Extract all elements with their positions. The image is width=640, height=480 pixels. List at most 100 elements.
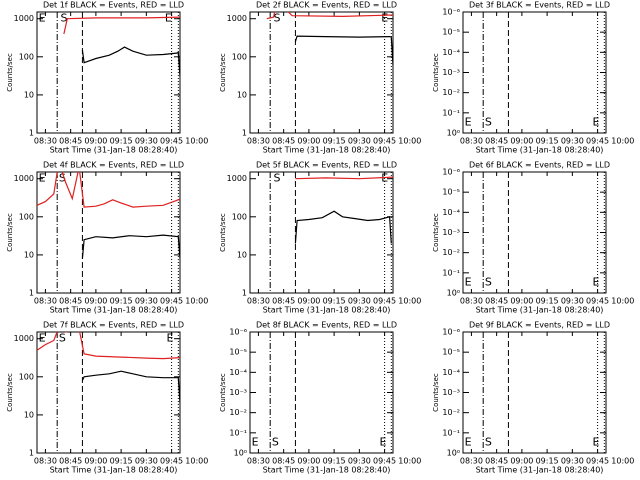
x-axis-label: Start Time (31-Jan-18 08:28:40): [476, 466, 604, 475]
y-tick-label: 10: [24, 410, 34, 419]
y-tick-label: 10⁰: [447, 289, 460, 298]
event-label: E: [39, 12, 46, 25]
y-axis-label: Counts/sec: [219, 373, 227, 412]
x-tick-label: 08:30: [460, 297, 483, 306]
y-tick-label: 10⁻³: [442, 388, 460, 397]
panel-title: Det 2f BLACK = Events, RED = LLD: [256, 1, 397, 10]
y-tick-label: 1000: [227, 14, 247, 23]
event-label: S: [485, 115, 492, 128]
series-line: [294, 35, 393, 66]
y-tick-label: 10⁻²: [442, 408, 460, 417]
x-tick-label: 08:45: [59, 457, 82, 466]
plot-frame: [36, 11, 181, 134]
x-tick-label: 09:45: [160, 457, 183, 466]
y-tick-label: 1000: [14, 174, 34, 183]
y-tick-label: 10: [237, 250, 247, 259]
series-line: [63, 16, 180, 35]
x-axis-label: Start Time (31-Jan-18 08:28:40): [263, 466, 391, 475]
y-tick-label: 10⁻²: [229, 408, 247, 417]
x-axis-label: Start Time (31-Jan-18 08:28:40): [263, 146, 391, 155]
y-tick-label: 10⁻³: [442, 68, 460, 77]
event-label: E: [593, 275, 600, 288]
x-tick-label: 09:30: [561, 137, 584, 146]
plot-frame: [249, 171, 394, 294]
plot-area: [37, 172, 180, 259]
event-label: S: [272, 435, 279, 448]
y-tick-label: 10⁻²: [442, 88, 460, 97]
event-label: E: [593, 435, 600, 448]
x-tick-label: 09:00: [297, 137, 320, 146]
x-tick-label: 08:30: [247, 457, 270, 466]
x-tick-label: 09:30: [135, 137, 158, 146]
x-tick-label: 09:15: [536, 297, 559, 306]
y-tick-label: 10⁻⁵: [442, 28, 460, 37]
y-tick-label: 10⁻¹: [442, 268, 460, 277]
y-tick-label: 1: [29, 129, 34, 138]
x-tick-label: 09:00: [510, 457, 533, 466]
y-tick-label: 10⁻⁶: [442, 328, 460, 337]
event-label: S: [485, 275, 492, 288]
x-tick-label: 10:00: [398, 137, 421, 146]
y-tick-label: 1: [29, 289, 34, 298]
y-tick-label: 10⁻⁶: [229, 328, 247, 337]
x-tick-label: 08:45: [485, 457, 508, 466]
y-tick-label: 10⁻¹: [442, 108, 460, 117]
x-axis-label: Start Time (31-Jan-18 08:28:40): [476, 306, 604, 315]
series-line: [81, 370, 180, 404]
y-tick-label: 100: [19, 372, 34, 381]
x-tick-label: 10:00: [611, 457, 634, 466]
plot-area: [266, 12, 393, 66]
plot-frame: [249, 11, 394, 134]
y-tick-label: 10⁻²: [442, 248, 460, 257]
y-tick-label: 10⁻⁵: [229, 348, 247, 357]
x-tick-label: 09:15: [536, 457, 559, 466]
y-tick-label: 10⁰: [447, 449, 460, 458]
x-tick-label: 09:45: [586, 137, 609, 146]
x-tick-label: 08:45: [272, 457, 295, 466]
x-tick-label: 09:45: [586, 457, 609, 466]
y-tick-label: 1000: [227, 174, 247, 183]
x-tick-label: 08:30: [460, 457, 483, 466]
series-line: [37, 172, 180, 208]
x-tick-label: 08:45: [272, 297, 295, 306]
x-tick-label: 09:45: [586, 297, 609, 306]
y-tick-label: 10⁻⁴: [442, 48, 460, 57]
x-tick-label: 09:15: [323, 137, 346, 146]
x-tick-label: 09:30: [348, 297, 371, 306]
y-axis-label: Counts/sec: [219, 213, 227, 252]
event-label: E: [39, 332, 46, 345]
event-label: E: [465, 275, 472, 288]
panel-title: Det 6f BLACK = Events, RED = LLD: [469, 161, 610, 170]
panel-title: Det 5f BLACK = Events, RED = LLD: [256, 161, 397, 170]
panel-title: Det 3f BLACK = Events, RED = LLD: [469, 1, 610, 10]
panel: Det 1f BLACK = Events, RED = LLD Start Ti…: [6, 1, 208, 155]
y-tick-label: 10: [24, 90, 34, 99]
y-tick-label: 100: [232, 212, 247, 221]
series-line: [81, 46, 180, 77]
y-tick-label: 1: [29, 449, 34, 458]
x-tick-label: 09:00: [84, 457, 107, 466]
x-tick-label: 09:00: [84, 137, 107, 146]
panel: Det 6f BLACK = Events, RED = LLD Start Ti…: [432, 161, 634, 315]
y-tick-label: 1: [242, 289, 247, 298]
x-tick-label: 10:00: [185, 137, 208, 146]
x-tick-label: 09:15: [110, 457, 133, 466]
series-line: [294, 210, 392, 244]
y-axis-label: Counts/sec: [432, 213, 440, 252]
y-tick-label: 10: [24, 250, 34, 259]
event-label: S: [61, 12, 68, 25]
x-tick-label: 08:45: [272, 137, 295, 146]
event-label: E: [380, 435, 387, 448]
event-label: S: [274, 172, 281, 185]
x-axis-label: Start Time (31-Jan-18 08:28:40): [263, 306, 391, 315]
series-line: [37, 332, 180, 360]
panel-title: Det 7f BLACK = Events, RED = LLD: [43, 321, 184, 330]
plot-frame: [36, 171, 181, 294]
x-tick-label: 08:45: [485, 297, 508, 306]
event-label: E: [165, 12, 172, 25]
y-tick-label: 100: [232, 52, 247, 61]
y-tick-label: 100: [19, 52, 34, 61]
y-axis-label: Counts/sec: [6, 373, 14, 412]
x-axis-label: Start Time (31-Jan-18 08:28:40): [476, 146, 604, 155]
